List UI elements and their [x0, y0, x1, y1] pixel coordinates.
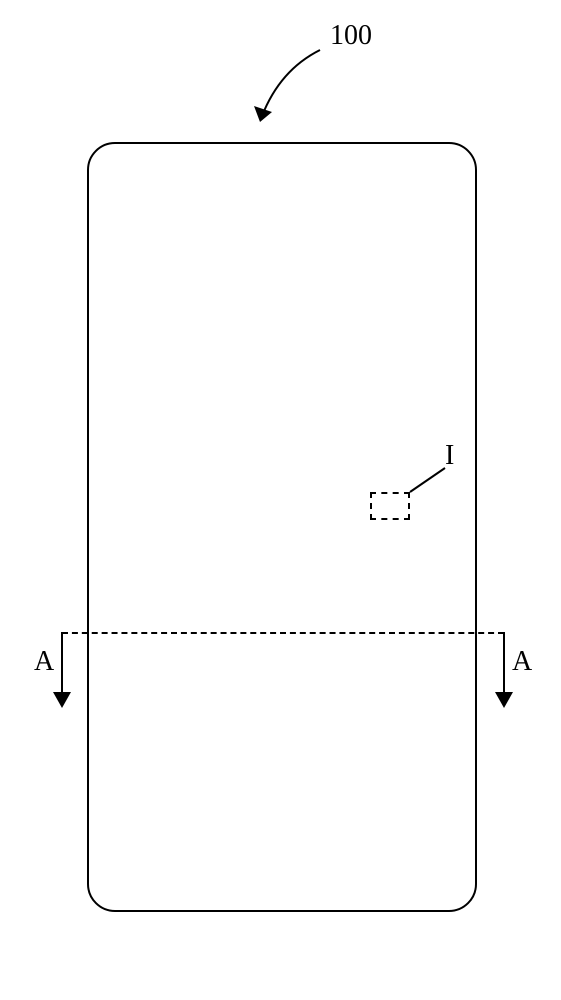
section-label-A-left: A [34, 646, 54, 678]
section-line-AA [62, 632, 504, 634]
leader-line-I [0, 0, 561, 1000]
section-arrow-left [61, 632, 63, 694]
section-label-A-right: A [512, 646, 532, 678]
section-arrowhead-right [495, 692, 513, 708]
ref-label-I: I [445, 440, 454, 472]
section-arrow-right [503, 632, 505, 694]
section-arrowhead-left [53, 692, 71, 708]
